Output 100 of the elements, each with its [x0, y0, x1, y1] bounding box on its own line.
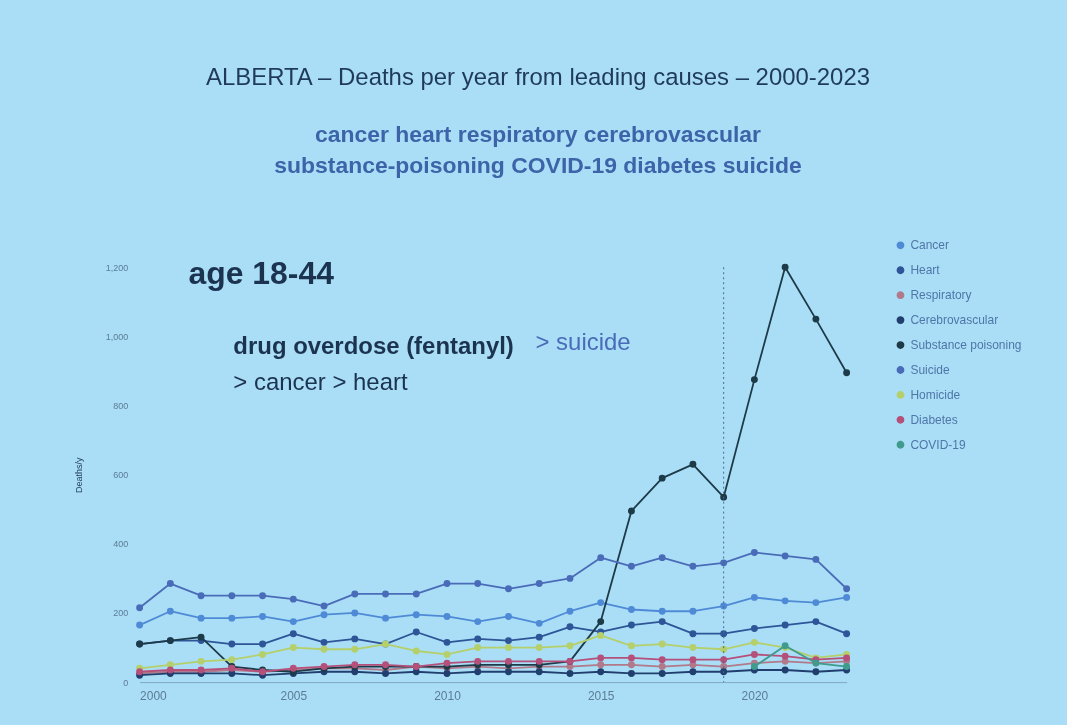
point	[197, 592, 205, 600]
point	[382, 614, 389, 622]
point	[351, 645, 359, 653]
point	[720, 559, 728, 567]
point	[566, 642, 574, 650]
point	[443, 659, 451, 667]
point	[320, 638, 328, 646]
point	[166, 607, 174, 615]
point	[443, 670, 451, 677]
point	[812, 315, 820, 323]
point	[197, 657, 205, 665]
point	[535, 633, 543, 641]
point	[812, 668, 820, 676]
annotation: drug overdose (fentanyl)	[233, 332, 514, 360]
point	[474, 668, 482, 676]
point	[351, 635, 359, 643]
point	[658, 607, 666, 615]
point	[597, 618, 605, 626]
point	[474, 618, 482, 626]
point	[382, 590, 389, 598]
point	[781, 621, 789, 629]
point	[627, 562, 635, 570]
point	[627, 606, 635, 613]
point	[843, 663, 851, 670]
y-tick-label: 400	[113, 539, 129, 550]
legend-label: COVID-19	[910, 437, 966, 452]
point	[505, 668, 512, 676]
point	[781, 666, 789, 674]
legend-label: Suicide	[910, 362, 950, 377]
point	[535, 668, 543, 676]
point	[812, 618, 820, 626]
point	[228, 656, 236, 664]
point	[535, 657, 543, 665]
point	[750, 549, 758, 556]
legend-label: Diabetes	[910, 412, 958, 427]
point	[197, 614, 205, 622]
point	[443, 651, 451, 658]
point	[843, 369, 851, 377]
point	[750, 663, 758, 670]
point	[781, 597, 789, 605]
y-tick-label: 1,200	[105, 262, 129, 273]
point	[627, 642, 635, 650]
point	[166, 661, 174, 669]
point	[781, 263, 789, 271]
point	[505, 644, 512, 651]
point	[289, 630, 297, 638]
y-tick-label: 800	[113, 401, 129, 412]
point	[535, 619, 543, 627]
legend-label: Homicide	[910, 387, 961, 402]
point	[812, 599, 820, 607]
chart-title: ALBERTA – Deaths per year from leading causes – 2000-2023	[205, 62, 870, 90]
point	[474, 644, 482, 651]
point	[689, 607, 697, 615]
point	[658, 474, 666, 482]
point	[627, 670, 635, 677]
point	[566, 574, 574, 582]
x-tick-label: 2015	[587, 688, 615, 703]
point	[474, 580, 482, 588]
legend-label: Respiratory	[910, 288, 972, 303]
point	[843, 593, 851, 601]
point	[136, 621, 144, 629]
point	[382, 670, 389, 677]
point	[505, 612, 512, 620]
point	[228, 592, 236, 600]
annotation: age 18-44	[188, 255, 335, 292]
point	[689, 656, 697, 664]
point	[597, 599, 605, 607]
y-tick-label: 600	[113, 470, 129, 481]
point	[443, 638, 451, 646]
point	[689, 562, 697, 570]
point	[781, 552, 789, 560]
point	[259, 640, 267, 648]
annotation: > cancer > heart	[233, 367, 408, 395]
point	[566, 670, 574, 677]
point	[627, 621, 635, 629]
x-tick-label: 2005	[280, 688, 308, 703]
y-tick-label: 200	[113, 608, 129, 619]
legend-label: Substance poisoning	[910, 338, 1022, 353]
point	[750, 593, 758, 601]
point	[597, 668, 605, 676]
point	[505, 637, 512, 645]
point	[720, 493, 728, 501]
point	[197, 633, 205, 641]
point	[627, 507, 635, 515]
x-tick-label: 2020	[741, 688, 769, 703]
point	[658, 663, 666, 670]
y-axis-title: Deaths/y	[73, 456, 84, 493]
point	[566, 623, 574, 631]
point	[289, 644, 297, 651]
point	[689, 668, 697, 676]
point	[627, 661, 635, 669]
point	[720, 630, 728, 638]
point	[505, 585, 512, 593]
y-tick-label: 1,000	[105, 331, 129, 342]
x-tick-label: 2010	[434, 688, 462, 703]
x-tick-label: 2000	[140, 688, 168, 703]
point	[689, 630, 697, 638]
y-tick-label: 0	[123, 677, 129, 688]
chart-subtitle: cancer heart respiratory cerebrovascular substance-poisoning COVID-19 diabetes suicide	[274, 120, 802, 178]
point	[228, 614, 236, 622]
